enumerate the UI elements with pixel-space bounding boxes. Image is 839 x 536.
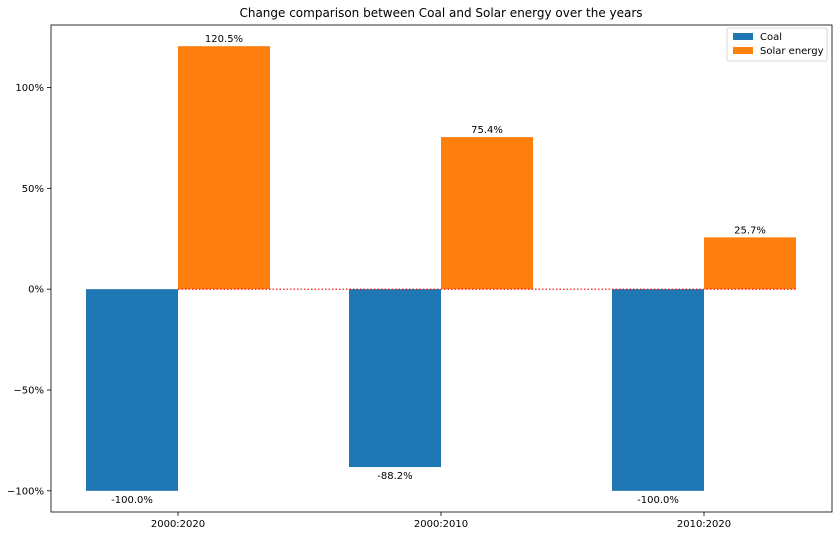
data-label: -100.0% (637, 495, 679, 506)
legend-swatch (733, 47, 753, 54)
y-tick-label: −50% (13, 385, 44, 396)
legend-swatch (733, 33, 753, 40)
plot-area: −100% −50% 0% 50% 100% 2000:2020 -100.0% 120.5%… (7, 34, 796, 530)
x-tick-label: 2010:2020 (677, 519, 731, 530)
y-tick-label: 50% (22, 184, 44, 195)
data-label: -100.0% (111, 495, 153, 506)
data-label: 120.5% (205, 34, 243, 45)
data-label: -88.2% (377, 471, 412, 482)
bar-solar-energy (704, 237, 796, 290)
legend: Coal Solar energy (726, 27, 828, 62)
x-tick-label: 2000:2020 (151, 519, 205, 530)
bar-coal (612, 289, 704, 491)
chart-title: Change comparison between Coal and Solar… (239, 6, 642, 20)
bar-solar-energy (178, 46, 270, 290)
data-label: 75.4% (471, 125, 503, 136)
x-tick-label: 2000:2010 (414, 519, 468, 530)
y-tick-label: −100% (7, 486, 44, 497)
data-label: 25.7% (734, 225, 766, 236)
legend-label: Solar energy (760, 46, 824, 57)
y-tick-label: 100% (15, 83, 44, 94)
bar-coal (86, 289, 178, 491)
legend-label: Coal (760, 32, 782, 43)
bar-coal (349, 289, 441, 468)
bar-solar-energy (441, 137, 533, 290)
plot-frame (50, 24, 833, 513)
y-tick-label: 0% (28, 285, 44, 296)
